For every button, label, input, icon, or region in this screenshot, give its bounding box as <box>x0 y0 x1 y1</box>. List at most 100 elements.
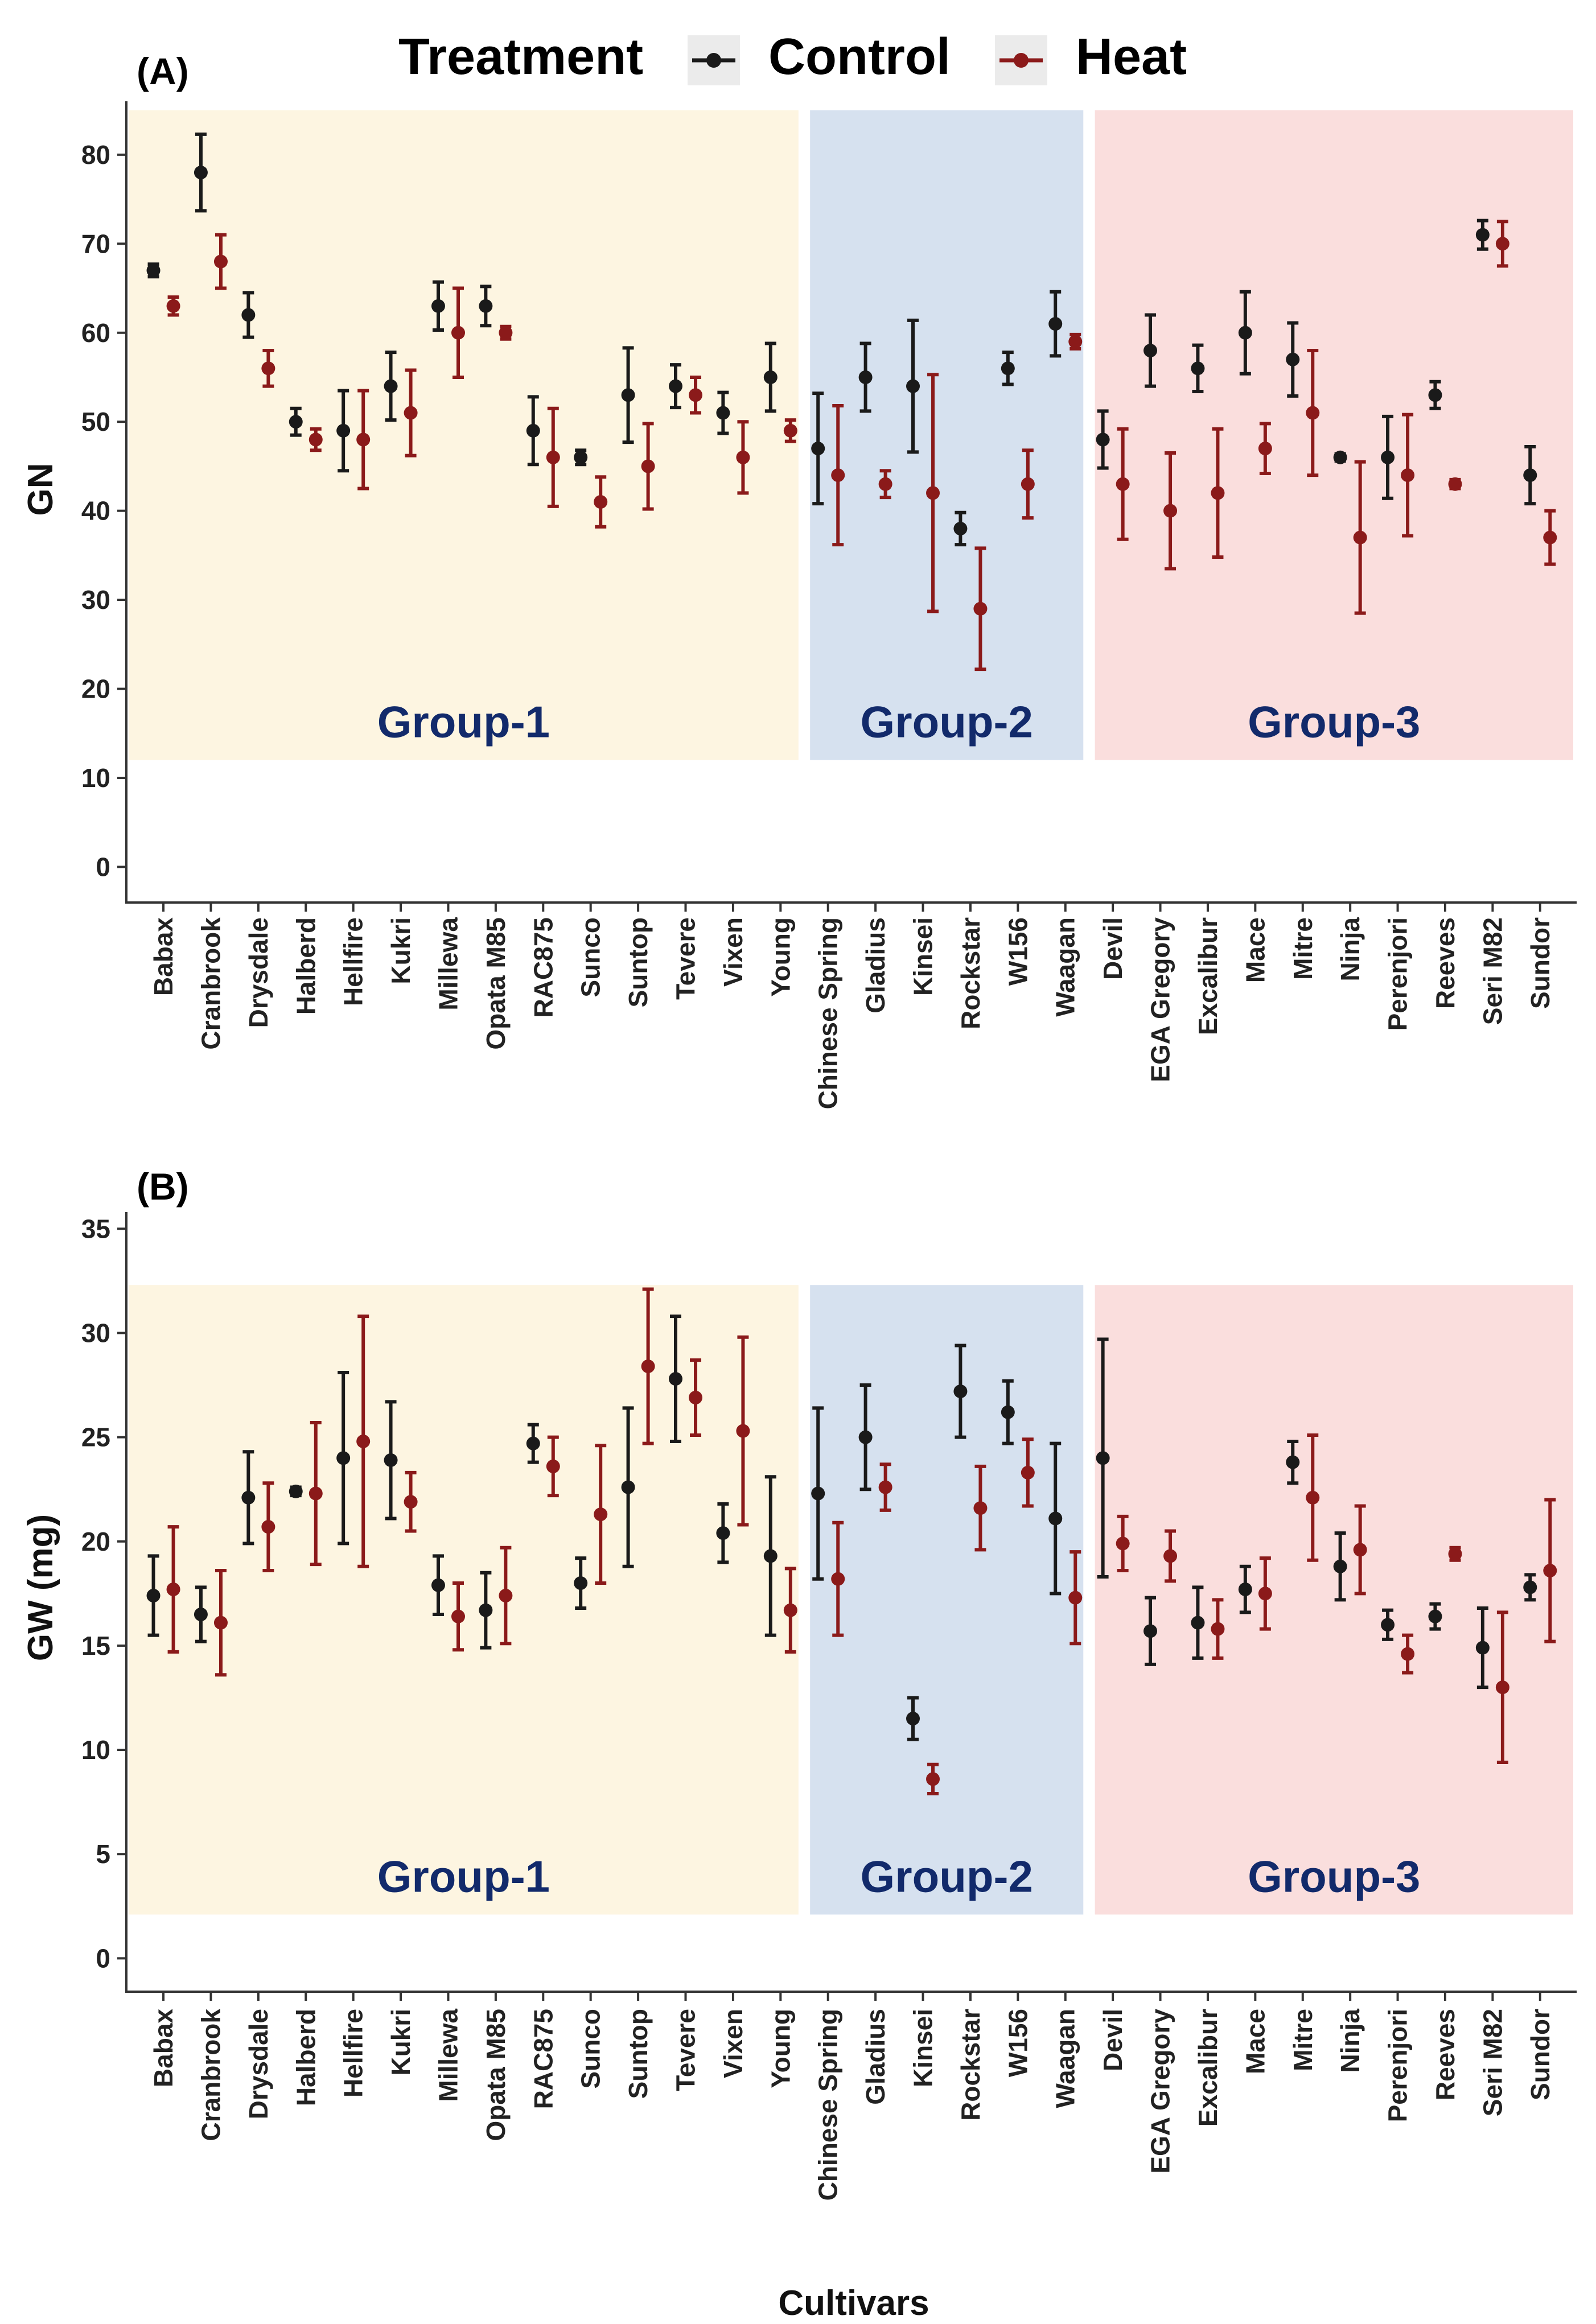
legend: Treatment Control Heat <box>398 28 1187 85</box>
point-heat-suntop <box>641 1359 655 1374</box>
point-heat-kukri <box>404 406 418 420</box>
x-tick-label-mitre: Mitre <box>1288 917 1318 980</box>
group-label-group-2: Group-2 <box>861 697 1033 747</box>
group-label-group-2: Group-2 <box>861 1851 1033 1901</box>
y-tick-label: 40 <box>81 496 110 526</box>
point-heat-ninja <box>1353 530 1367 545</box>
point-heat-millewa <box>451 325 465 340</box>
point-heat-mace <box>1258 442 1272 456</box>
legend-key-control-dot <box>706 53 721 68</box>
legend-title: Treatment <box>398 28 643 85</box>
point-control-young <box>763 1549 778 1563</box>
legend-entry-control: Control <box>768 28 951 85</box>
x-tick-label-halberd: Halberd <box>291 2009 320 2106</box>
panel-a-y-ticks: 0 10 20 30 40 50 60 70 80 <box>81 140 126 881</box>
point-heat-waagan <box>1068 335 1083 349</box>
point-control-drysdale <box>241 1490 256 1505</box>
x-tick-label-tevere: Tevere <box>671 917 701 1000</box>
point-control-babax <box>146 263 161 278</box>
point-control-vixen <box>716 1526 730 1540</box>
point-heat-mace <box>1258 1587 1272 1601</box>
point-control-ninja <box>1333 1559 1347 1573</box>
point-control-babax <box>146 1589 161 1603</box>
point-control-gladius <box>858 370 873 384</box>
y-tick-label: 5 <box>96 1839 110 1869</box>
point-heat-chinese-spring <box>831 468 845 483</box>
point-control-mace <box>1238 1583 1252 1597</box>
point-control-ninja <box>1333 450 1347 464</box>
panel-b-y-ticks: 0 5 10 15 20 25 30 35 <box>81 1214 126 1973</box>
point-control-drysdale <box>241 308 256 322</box>
point-control-hellfire <box>336 1451 351 1465</box>
y-tick-label: 10 <box>81 1735 110 1765</box>
point-heat-perenjori <box>1401 468 1415 483</box>
x-tick-label-kukri: Kukri <box>386 917 416 984</box>
x-tick-label-suntop: Suntop <box>623 917 653 1007</box>
point-control-vixen <box>716 406 730 420</box>
point-control-kukri <box>384 379 398 393</box>
point-heat-ega-gregory <box>1163 1549 1178 1563</box>
x-tick-label-millewa: Millewa <box>433 917 463 1011</box>
x-tick-label-kinsei: Kinsei <box>908 917 938 996</box>
x-tick-label-drysdale: Drysdale <box>244 917 273 1028</box>
x-tick-label-excalibur: Excalibur <box>1193 917 1223 1035</box>
panel-b-group-bands: Group-1 Group-2 Group-3 <box>129 1285 1573 1915</box>
panel-b-gw: (B) Group-1 Group-2 Group-3 0 5 10 15 20 25 30 35… <box>21 1165 1577 2323</box>
group-label-group-1: Group-1 <box>377 697 550 747</box>
point-heat-tevere <box>689 1391 703 1405</box>
point-heat-devil <box>1116 477 1130 491</box>
point-heat-kinsei <box>926 1772 940 1786</box>
point-heat-babax <box>166 299 180 313</box>
x-tick-label-reeves: Reeves <box>1430 917 1460 1009</box>
point-control-ega-gregory <box>1143 1624 1158 1638</box>
point-control-mitre <box>1286 352 1300 366</box>
panel-a-marks <box>146 132 1557 671</box>
y-tick-label: 70 <box>81 229 110 258</box>
point-control-mitre <box>1286 1455 1300 1469</box>
point-heat-excalibur <box>1211 486 1225 500</box>
point-heat-waagan <box>1068 1590 1083 1605</box>
point-heat-reeves <box>1448 1547 1462 1561</box>
x-tick-label-rac875: RAC875 <box>528 917 558 1017</box>
x-tick-label-w156: W156 <box>1003 917 1033 986</box>
point-control-reeves <box>1428 1609 1442 1623</box>
x-tick-label-gladius: Gladius <box>861 917 890 1013</box>
point-heat-rockstar <box>973 1501 988 1515</box>
point-heat-rac875 <box>546 1459 560 1473</box>
point-control-excalibur <box>1191 361 1205 376</box>
x-tick-label-sundor: Sundor <box>1525 2009 1555 2100</box>
point-control-w156 <box>1001 1405 1015 1419</box>
point-heat-reeves <box>1448 477 1462 491</box>
x-tick-label-ega-gregory: EGA Gregory <box>1146 917 1175 1082</box>
point-heat-opata-m85 <box>499 1589 513 1603</box>
point-control-sundor <box>1523 1580 1537 1594</box>
x-tick-label-sunco: Sunco <box>576 2009 606 2089</box>
x-tick-label-chinese-spring: Chinese Spring <box>813 917 843 1109</box>
point-heat-young <box>783 1603 797 1617</box>
point-heat-kinsei <box>926 486 940 500</box>
point-heat-millewa <box>451 1609 465 1623</box>
point-control-suntop <box>621 1480 635 1494</box>
point-heat-suntop <box>641 459 655 473</box>
x-tick-label-mace: Mace <box>1240 917 1270 983</box>
point-heat-cranbrook <box>213 254 228 269</box>
point-heat-opata-m85 <box>499 325 513 340</box>
point-control-kukri <box>384 1453 398 1467</box>
panel-a-label: (A) <box>137 50 189 92</box>
point-heat-rac875 <box>546 450 560 464</box>
x-tick-label-chinese-spring: Chinese Spring <box>813 2009 843 2201</box>
point-heat-seri-m82 <box>1495 237 1509 251</box>
x-tick-label-hellfire: Hellfire <box>339 2009 368 2098</box>
point-control-rockstar <box>953 521 968 535</box>
x-tick-label-devil: Devil <box>1098 2009 1128 2071</box>
point-control-halberd <box>289 415 303 429</box>
point-control-ega-gregory <box>1143 344 1158 358</box>
point-control-tevere <box>668 379 682 393</box>
y-tick-label: 10 <box>81 763 110 793</box>
group-band-group-2 <box>810 1285 1084 1915</box>
x-tick-label-sundor: Sundor <box>1525 917 1555 1009</box>
point-heat-babax <box>166 1583 180 1597</box>
y-tick-label: 20 <box>81 674 110 704</box>
x-tick-label-young: Young <box>766 2009 795 2088</box>
y-tick-label: 0 <box>96 1943 110 1973</box>
